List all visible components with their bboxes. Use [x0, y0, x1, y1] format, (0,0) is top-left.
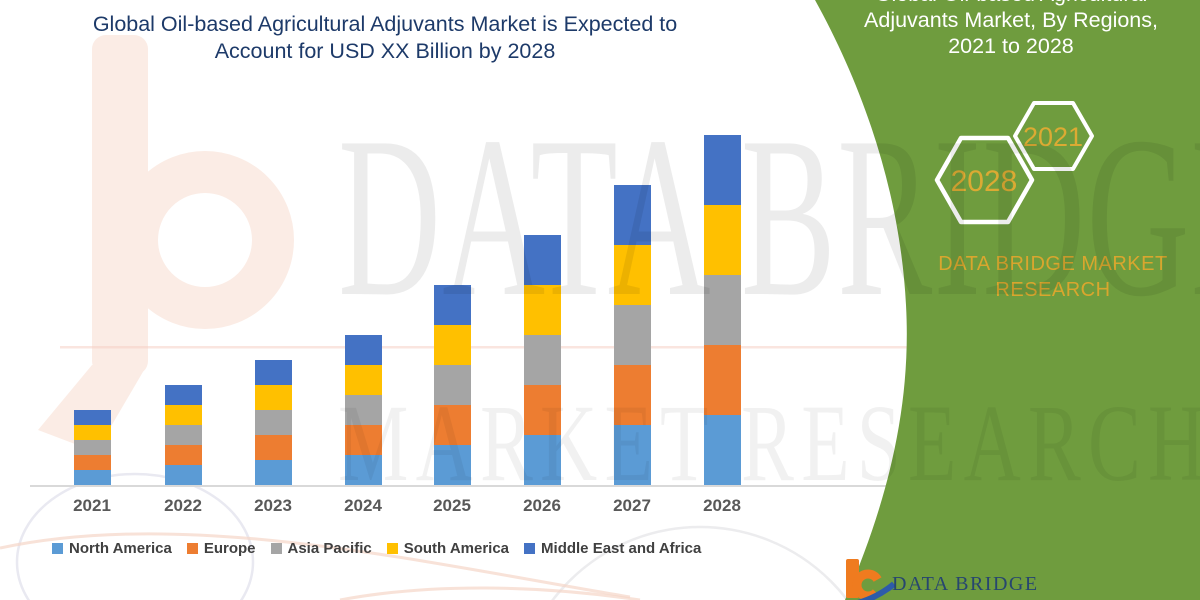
- bar-segment-south-america: [73, 425, 111, 440]
- banner-brand-line2: RESEARCH: [995, 279, 1111, 301]
- x-axis-tick-label: 2024: [344, 496, 382, 515]
- chart-title-line2: Account for USD XX Billion by 2028: [214, 39, 556, 63]
- stacked-bar-2021: [73, 410, 111, 485]
- bar-segment-europe: [73, 455, 111, 470]
- legend-item-south-america: South America: [386, 540, 510, 557]
- bar-segment-south-america: [254, 385, 292, 410]
- bar-segment-middle-east-and-africa: [344, 335, 382, 365]
- stacked-bar-2022: [164, 385, 202, 485]
- stacked-bar-2024: [344, 335, 382, 485]
- bar-segment-asia-pacific: [523, 335, 561, 385]
- legend-item-middle-east-and-africa: Middle East and Africa: [524, 540, 701, 557]
- bar-segment-asia-pacific: [73, 440, 111, 455]
- legend-item-europe: Europe: [186, 540, 256, 557]
- bar-segment-middle-east-and-africa: [613, 185, 651, 245]
- legend-item-asia-pacific: Asia Pacific: [270, 540, 372, 557]
- bar-segment-north-america: [613, 425, 651, 485]
- bar-segment-south-america: [164, 405, 202, 425]
- bar-segment-middle-east-and-africa: [254, 360, 292, 385]
- bar-segment-south-america: [344, 365, 382, 395]
- legend-color-swatch: [270, 543, 282, 554]
- bar-segment-middle-east-and-africa: [433, 285, 471, 325]
- chart-title: Global Oil-based Agricultural Adjuvants …: [60, 11, 710, 65]
- bar-segment-south-america: [433, 325, 471, 365]
- bar-segment-middle-east-and-africa: [164, 385, 202, 405]
- bar-segment-north-america: [344, 455, 382, 485]
- legend-color-swatch: [386, 543, 398, 554]
- x-axis-tick-label: 2025: [433, 496, 471, 515]
- banner-heading: Global Oil-based Agricultural Adjuvants …: [848, 0, 1174, 59]
- bar-segment-south-america: [613, 245, 651, 305]
- x-axis-tick-label: 2021: [73, 496, 111, 515]
- bar-segment-north-america: [433, 445, 471, 485]
- stacked-bar-2026: [523, 235, 561, 485]
- banner-heading-line2: 2021 to 2028: [948, 34, 1074, 58]
- stacked-bar-2025: [433, 285, 471, 485]
- x-axis-tick-label: 2022: [164, 496, 202, 515]
- legend-label: North America: [69, 540, 172, 557]
- bar-segment-asia-pacific: [433, 365, 471, 405]
- banner-heading-line1: Adjuvants Market, By Regions,: [864, 8, 1158, 32]
- legend-color-swatch: [524, 543, 536, 554]
- bar-segment-europe: [703, 345, 741, 415]
- legend-label: Europe: [203, 540, 256, 557]
- bar-segment-asia-pacific: [613, 305, 651, 365]
- bar-segment-middle-east-and-africa: [73, 410, 111, 425]
- banner-brand-text: DATA BRIDGE MARKET RESEARCH: [928, 251, 1178, 303]
- bar-segment-europe: [433, 405, 471, 445]
- x-axis-tick-label: 2028: [703, 496, 741, 515]
- logo-wordmark: DATA BRIDGE: [892, 573, 1039, 595]
- bar-segment-europe: [613, 365, 651, 425]
- bar-segment-south-america: [523, 285, 561, 335]
- legend-item-north-america: North America: [52, 540, 172, 557]
- x-axis-line: [30, 485, 1008, 487]
- stacked-bar-2027: [613, 185, 651, 485]
- banner-heading-clipped-line: Global Oil-based Agricultural: [848, 0, 1174, 7]
- legend-color-swatch: [52, 543, 63, 554]
- x-axis-tick-label: 2027: [613, 496, 651, 515]
- bar-segment-south-america: [703, 205, 741, 275]
- bar-segment-middle-east-and-africa: [523, 235, 561, 285]
- bar-segment-north-america: [703, 415, 741, 485]
- bar-segment-europe: [254, 435, 292, 460]
- bar-segment-asia-pacific: [703, 275, 741, 345]
- bar-segment-asia-pacific: [344, 395, 382, 425]
- bar-segment-asia-pacific: [164, 425, 202, 445]
- bar-segment-europe: [164, 445, 202, 465]
- chart-legend: North America Europe Asia Pacific South Ame…: [52, 540, 701, 557]
- data-bridge-logo: DATA BRIDGE MARKET RESEARCH: [846, 559, 1076, 600]
- logo-b-icon: [846, 559, 896, 600]
- x-axis-tick-label: 2023: [254, 496, 292, 515]
- bar-segment-europe: [344, 425, 382, 455]
- legend-label: South America: [403, 540, 510, 557]
- banner-brand-line1: DATA BRIDGE MARKET: [938, 253, 1168, 275]
- x-axis-tick-label: 2026: [523, 496, 561, 515]
- chart-title-line1: Global Oil-based Agricultural Adjuvants …: [92, 12, 678, 36]
- bar-segment-asia-pacific: [254, 410, 292, 435]
- legend-color-swatch: [186, 543, 198, 554]
- bar-segment-middle-east-and-africa: [703, 135, 741, 205]
- stacked-bar-2028: [703, 135, 741, 485]
- legend-label: Middle East and Africa: [541, 540, 702, 557]
- bar-segment-north-america: [254, 460, 292, 485]
- bar-segment-north-america: [164, 465, 202, 485]
- bar-segment-europe: [523, 385, 561, 435]
- stacked-bar-2023: [254, 360, 292, 485]
- bar-segment-north-america: [73, 470, 111, 485]
- legend-label: Asia Pacific: [287, 540, 372, 557]
- bar-segment-north-america: [523, 435, 561, 485]
